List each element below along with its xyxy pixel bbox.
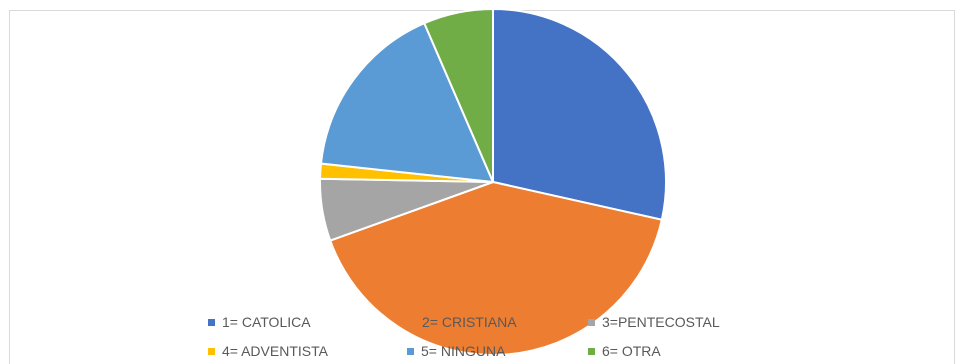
legend-label-1: 1= CATOLICA <box>222 314 311 330</box>
legend-swatch-4 <box>208 348 215 355</box>
legend-label-2: 2= CRISTIANA <box>422 314 517 330</box>
legend-item-1: 1= CATOLICA <box>208 313 311 331</box>
legend-item-2: 2= CRISTIANA <box>408 313 517 331</box>
legend-label-5: 5= NINGUNA <box>421 343 505 359</box>
legend-label-4: 4= ADVENTISTA <box>222 343 328 359</box>
legend-item-3: 3=PENTECOSTAL <box>588 313 720 331</box>
legend-swatch-3 <box>588 319 595 326</box>
legend-item-4: 4= ADVENTISTA <box>208 342 328 360</box>
legend-label-3: 3=PENTECOSTAL <box>602 314 720 330</box>
legend-item-5: 5= NINGUNA <box>407 342 505 360</box>
legend-item-6: 6= OTRA <box>588 342 661 360</box>
legend-swatch-6 <box>588 348 595 355</box>
legend-swatch-1 <box>208 319 215 326</box>
legend-swatch-5 <box>407 348 414 355</box>
legend-swatch-2 <box>408 319 415 326</box>
legend-label-6: 6= OTRA <box>602 343 661 359</box>
